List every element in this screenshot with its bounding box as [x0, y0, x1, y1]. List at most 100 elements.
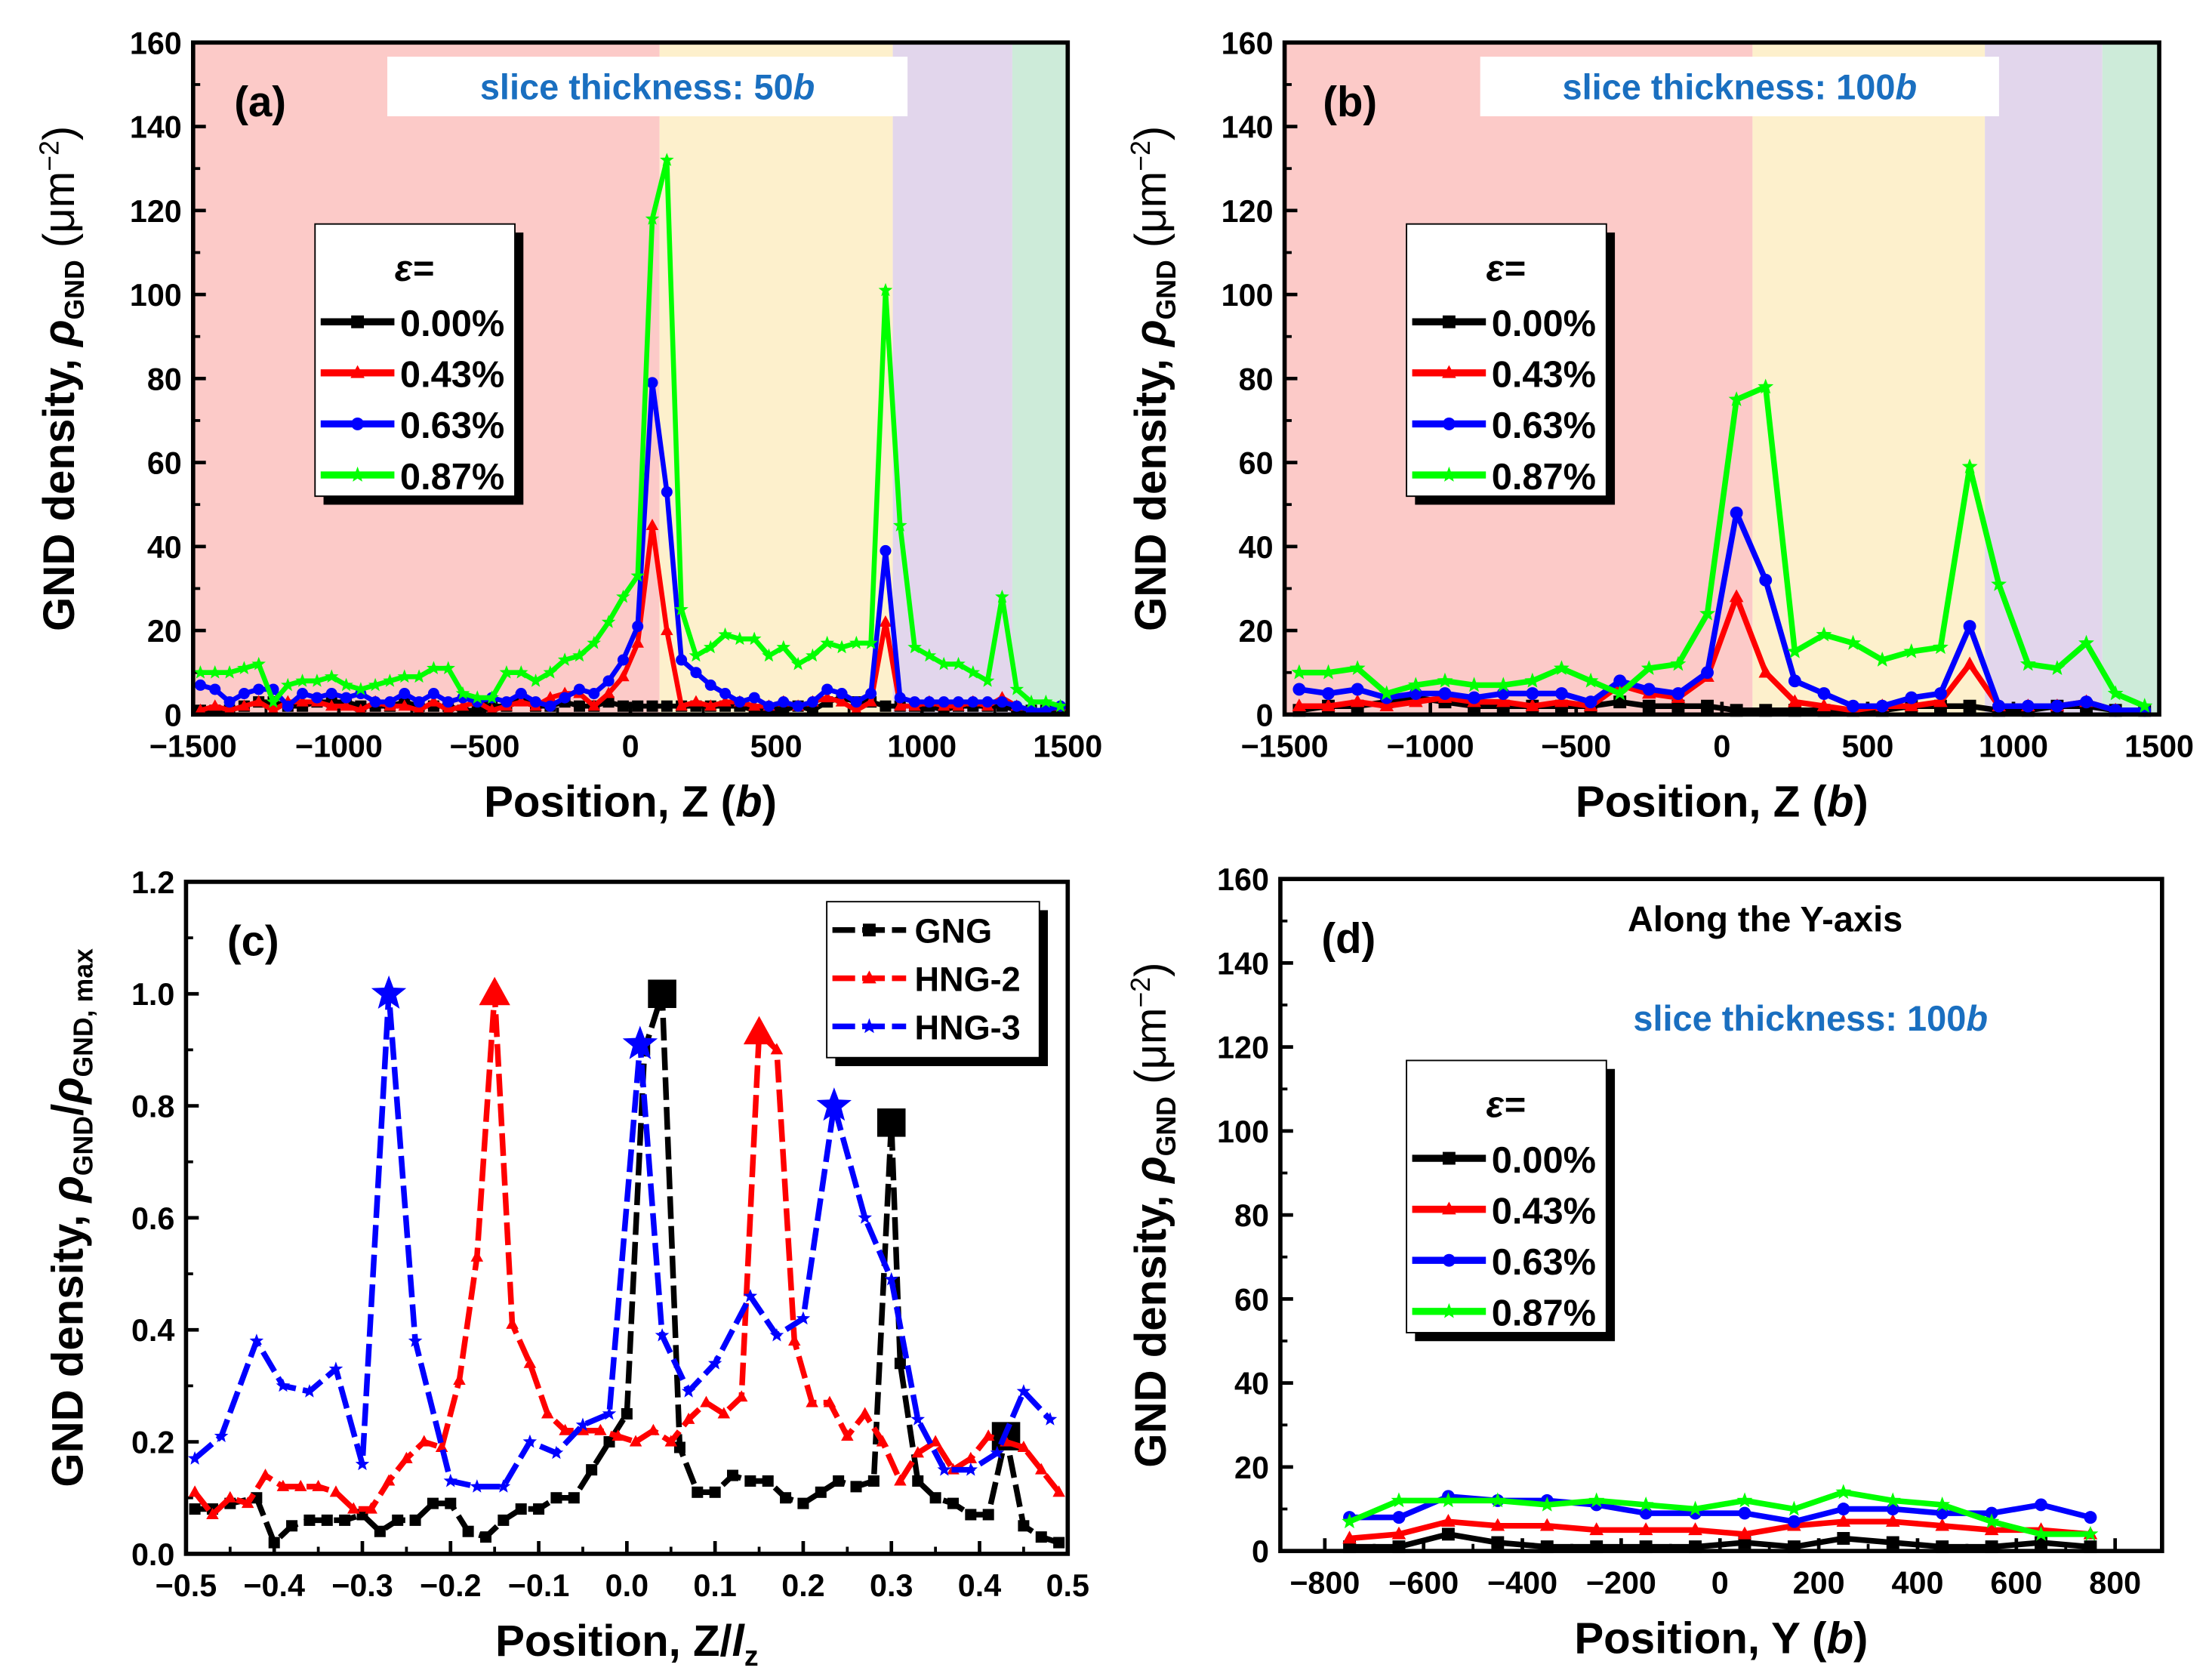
text-part: GND, max	[68, 948, 98, 1077]
data-point	[496, 1479, 511, 1493]
y-tick-label: 100	[1222, 278, 1274, 313]
text-part: GND density,	[1126, 347, 1175, 631]
data-point	[792, 700, 804, 712]
data-point	[893, 699, 907, 711]
y-tick-label: 1.2	[131, 865, 174, 900]
data-point	[443, 1473, 457, 1487]
data-point	[1342, 1513, 1357, 1529]
y-tick-label: 140	[1217, 946, 1269, 981]
data-point	[937, 1462, 952, 1476]
series-gng	[189, 979, 1065, 1549]
text-part: l	[732, 1617, 746, 1666]
legend-title: ε=	[395, 248, 434, 289]
data-point	[850, 703, 863, 715]
data-point	[674, 602, 689, 616]
data-point	[612, 1429, 624, 1441]
text-part: )	[35, 126, 84, 140]
data-point	[1671, 687, 1685, 700]
data-point	[617, 670, 630, 682]
data-point	[602, 686, 615, 698]
data-point	[1468, 691, 1481, 704]
data-point	[1589, 1522, 1604, 1536]
data-point	[1963, 620, 1976, 633]
data-point	[1638, 1522, 1653, 1536]
data-point	[894, 1474, 907, 1486]
region-shading	[2102, 42, 2160, 715]
text-part: (μm	[35, 171, 84, 260]
annotation-box	[387, 57, 908, 116]
x-tick-label: 0	[1711, 1565, 1729, 1600]
data-point	[797, 1497, 809, 1509]
x-tick-label: 1000	[887, 729, 957, 764]
data-point	[1437, 672, 1453, 688]
data-point	[1052, 1485, 1065, 1497]
data-point	[2019, 655, 2036, 671]
data-point	[1934, 1497, 1951, 1512]
text-part: slice thickness: 100	[1633, 999, 1966, 1038]
data-point	[981, 696, 994, 708]
data-point	[533, 1503, 545, 1515]
data-point	[223, 696, 236, 708]
y-tick-label: 0	[1252, 1534, 1269, 1569]
legend-label: 0.00%	[400, 304, 504, 344]
data-point	[602, 675, 615, 687]
data-point	[383, 674, 397, 687]
x-tick-label: −500	[1541, 729, 1611, 764]
data-point	[347, 1502, 360, 1514]
data-point	[575, 1417, 590, 1432]
data-point	[1837, 1531, 1850, 1545]
legend-label: 0.87%	[1492, 457, 1596, 498]
data-point	[878, 282, 893, 297]
text-part: b	[793, 67, 815, 106]
data-point	[947, 1497, 959, 1509]
data-point	[980, 674, 995, 687]
x-tick-label: −800	[1289, 1565, 1360, 1600]
x-tick-label: 200	[1793, 1565, 1845, 1600]
legend-label: 0.87%	[400, 457, 504, 498]
series-line	[1299, 384, 2146, 709]
data-point	[1391, 1492, 1407, 1508]
data-point	[354, 703, 368, 715]
region-shading	[892, 42, 1012, 715]
data-point	[1701, 699, 1714, 713]
data-point	[187, 1450, 202, 1465]
data-point	[1730, 506, 1743, 519]
data-point	[1816, 698, 1832, 711]
data-point	[1688, 1522, 1702, 1536]
series-0-87-	[1291, 378, 2153, 714]
data-point	[587, 635, 601, 649]
legend-label: 0.87%	[1492, 1293, 1596, 1334]
data-point	[353, 682, 368, 695]
data-point	[707, 1355, 722, 1370]
y-tick-label: 80	[1234, 1198, 1269, 1233]
y-tick-label: 0.4	[131, 1313, 174, 1348]
data-point	[382, 1474, 396, 1486]
data-point	[864, 635, 878, 649]
data-point	[922, 648, 937, 662]
panel-d: 0 20 40 60 80 100 120 140 160 −800 −600 −400 −200 0 20…	[1126, 862, 2164, 1663]
data-point	[365, 1502, 377, 1514]
data-point	[302, 1384, 317, 1398]
data-point	[748, 692, 760, 704]
data-point	[1292, 698, 1307, 711]
legend-label: 0.00%	[1492, 304, 1596, 344]
data-point	[530, 696, 542, 708]
data-point	[880, 700, 892, 712]
data-point	[690, 667, 702, 679]
legend: ε= 0.00% 0.43% 0.63% 0.87%	[314, 223, 524, 505]
data-point	[762, 700, 775, 712]
data-point	[427, 661, 441, 675]
y-tick-label: 1.0	[131, 977, 174, 1012]
text-part: ρ	[1126, 320, 1175, 348]
data-point	[324, 669, 339, 683]
data-point	[1053, 698, 1067, 713]
y-tick-label: 60	[1239, 446, 1274, 481]
data-point	[208, 699, 222, 711]
data-point	[515, 688, 527, 700]
data-point	[929, 1435, 942, 1447]
data-point	[1539, 1518, 1554, 1531]
data-point	[1342, 1530, 1357, 1544]
legend-marker	[1442, 315, 1456, 328]
data-point	[719, 688, 732, 700]
legend-label: 0.43%	[1492, 355, 1596, 396]
